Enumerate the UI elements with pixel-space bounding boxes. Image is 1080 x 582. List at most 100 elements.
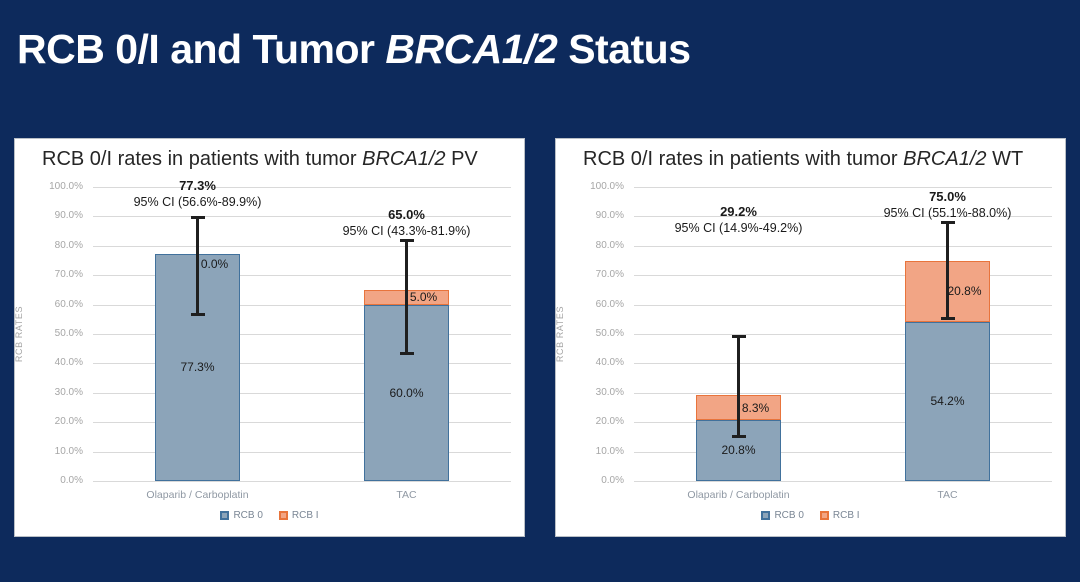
y-tick-label: 20.0%: [54, 416, 83, 428]
legend-swatch-icon: [278, 511, 288, 520]
legend-swatch-icon: [761, 511, 771, 520]
category-label: Olaparib / Carboplatin: [687, 489, 790, 501]
legend-item: RCB I: [819, 510, 860, 521]
error-bar-line: [196, 216, 199, 315]
y-tick-label: 10.0%: [595, 445, 624, 457]
legend-item: RCB I: [278, 510, 319, 521]
bar-segment-rcb0: [905, 321, 990, 481]
gridline: [634, 275, 1052, 277]
error-bar-line: [737, 336, 740, 438]
error-bar-line: [946, 222, 949, 319]
chart-title-italic-text: BRCA1/2: [362, 148, 446, 170]
error-bar-cap-bottom: [940, 317, 955, 320]
gridline: [93, 304, 511, 306]
annotation-ci: 95% CI (43.3%-81.9%): [342, 223, 471, 238]
legend-label: RCB I: [291, 510, 319, 521]
slide-title-italic-text: BRCA1/2: [385, 26, 558, 72]
gridline: [634, 304, 1052, 306]
y-tick-label: 30.0%: [54, 386, 83, 398]
gridline: [93, 334, 511, 335]
data-label-rcb1: 8.3%: [741, 400, 770, 415]
y-tick-label: 80.0%: [54, 239, 83, 251]
annotation-total: 77.3%: [179, 178, 216, 194]
bar-segment-rcb0: [364, 304, 449, 481]
gridline: [634, 187, 1052, 188]
gridline: [634, 245, 1052, 247]
annotation-total: 29.2%: [720, 203, 757, 219]
data-label-rcb1: 0.0%: [200, 256, 229, 271]
y-tick-label: 50.0%: [54, 328, 83, 339]
chart-title-text: RCB 0/I rates in patients with tumor: [42, 148, 363, 170]
category-label: TAC: [937, 489, 958, 501]
gridline: [634, 363, 1052, 365]
gridline: [634, 422, 1052, 424]
gridline: [93, 187, 511, 188]
legend-label: RCB I: [832, 510, 860, 521]
legend: RCB 0 RCB I: [556, 510, 1065, 521]
error-bar-cap-top: [399, 239, 414, 243]
error-bar-cap-top: [190, 215, 205, 219]
y-tick-label: 0.0%: [601, 475, 624, 486]
y-tick-label: 40.0%: [595, 357, 624, 369]
legend-swatch-icon: [819, 511, 829, 520]
y-tick-label: 90.0%: [54, 210, 83, 222]
y-tick-label: 60.0%: [595, 298, 624, 310]
y-tick-label: 80.0%: [595, 239, 624, 251]
annotation-total: 75.0%: [929, 188, 966, 204]
y-tick-label: 100.0%: [49, 181, 83, 192]
chart-title: RCB 0/I rates in patients with tumor BRC…: [42, 148, 478, 171]
chart-title-suffix-text: WT: [986, 148, 1024, 170]
y-tick-label: 30.0%: [595, 386, 624, 398]
y-tick-label: 70.0%: [595, 269, 624, 281]
slide-title: RCB 0/I and Tumor BRCA1/2 Status: [17, 26, 691, 73]
category-label: TAC: [396, 489, 417, 501]
legend-label: RCB 0: [233, 510, 263, 521]
y-tick-label: 0.0%: [60, 475, 83, 486]
y-tick-label: 100.0%: [590, 181, 624, 192]
gridline: [93, 275, 511, 277]
gridline: [93, 216, 511, 218]
chart-panel-brca-pv: RCB 0/I rates in patients with tumor BRC…: [14, 138, 525, 537]
data-label-rcb1: 20.8%: [947, 284, 982, 299]
y-tick-label: 90.0%: [595, 210, 624, 222]
error-bar-cap-bottom: [399, 351, 414, 355]
error-bar-cap-bottom: [190, 312, 205, 316]
annotation-total: 65.0%: [388, 206, 425, 222]
y-tick-label: 70.0%: [54, 269, 83, 281]
y-tick-label: 50.0%: [595, 328, 624, 339]
legend-swatch-icon: [220, 511, 230, 520]
gridline: [634, 216, 1052, 218]
chart-title-italic-text: BRCA1/2: [903, 148, 987, 170]
data-label-rcb1: 5.0%: [409, 290, 438, 305]
error-bar-line: [405, 240, 408, 354]
gridline: [634, 451, 1052, 453]
gridline: [93, 451, 511, 453]
slide-title-text: RCB 0/I and Tumor: [17, 26, 386, 72]
legend-item: RCB 0: [220, 510, 263, 521]
annotation-ci: 95% CI (56.6%-89.9%): [133, 195, 262, 210]
gridline: [93, 392, 511, 394]
data-label-rcb0: 60.0%: [389, 385, 424, 400]
category-label: Olaparib / Carboplatin: [146, 489, 249, 501]
legend-item: RCB 0: [761, 510, 804, 521]
gridline: [634, 334, 1052, 335]
chart-title: RCB 0/I rates in patients with tumor BRC…: [583, 148, 1023, 171]
error-bar-cap-bottom: [731, 435, 746, 439]
gridline: [93, 245, 511, 247]
annotation-ci: 95% CI (55.1%-88.0%): [883, 205, 1012, 220]
y-tick-label: 10.0%: [54, 445, 83, 457]
annotation-ci: 95% CI (14.9%-49.2%): [674, 220, 803, 235]
chart-panel-brca-wt: RCB 0/I rates in patients with tumor BRC…: [555, 138, 1066, 537]
gridline: [93, 481, 511, 482]
data-label-rcb0: 20.8%: [721, 443, 756, 458]
gridline: [634, 481, 1052, 482]
error-bar-cap-top: [731, 335, 746, 339]
data-label-rcb0: 54.2%: [930, 394, 965, 409]
gridline: [634, 392, 1052, 394]
y-tick-label: 40.0%: [54, 357, 83, 369]
legend-label: RCB 0: [774, 510, 804, 521]
y-tick-label: 20.0%: [595, 416, 624, 428]
error-bar-cap-top: [940, 221, 955, 225]
gridline: [93, 422, 511, 424]
